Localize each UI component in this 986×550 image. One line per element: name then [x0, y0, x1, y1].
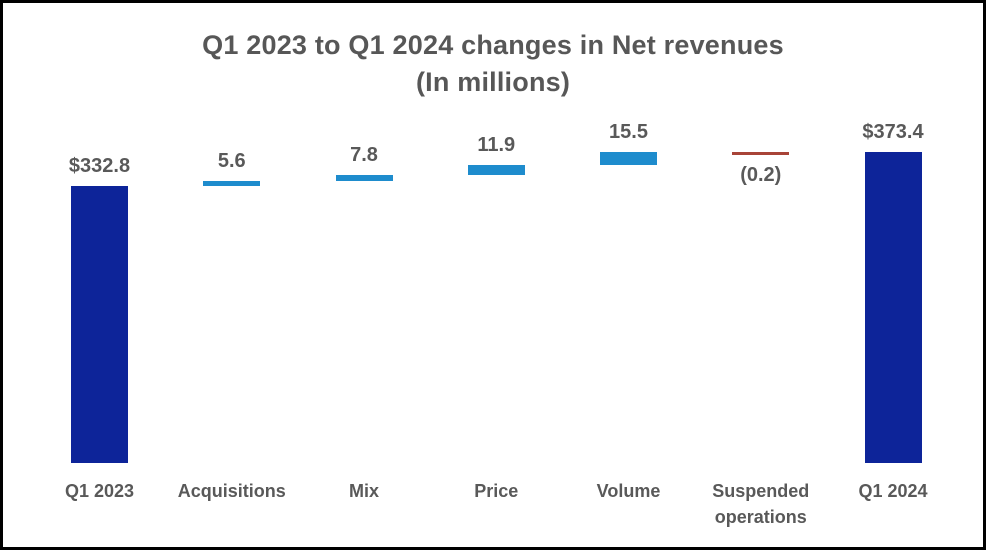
category-label: Mix — [348, 481, 379, 501]
bar-price — [467, 164, 525, 175]
bar-q1-2024 — [864, 152, 922, 463]
bar-value-label: (0.2) — [740, 164, 782, 187]
bar-volume — [600, 152, 657, 165]
bar-value-label: 7.8 — [350, 143, 378, 166]
category-label: Acquisitions — [177, 481, 286, 501]
chart-title-block: Q1 2023 to Q1 2024 changes in Net revenu… — [3, 27, 983, 101]
bar-value-label: 5.6 — [217, 150, 246, 173]
category-label: Q1 2024 — [858, 481, 928, 501]
category-label: Price — [474, 481, 519, 501]
bar-value-label: $373.4 — [862, 121, 924, 144]
chart-title: Q1 2023 to Q1 2024 changes in Net revenu… — [202, 30, 784, 60]
category-label: Volume — [596, 481, 661, 501]
bar-mix — [335, 174, 393, 182]
chart-subtitle: (In millions) — [415, 67, 571, 97]
category-label: Suspended operations — [712, 481, 810, 527]
category-label: Q1 2023 — [64, 481, 135, 501]
bar-suspended-operations — [732, 152, 790, 156]
bar-value-label: 15.5 — [609, 121, 648, 144]
bar-value-label: $332.8 — [68, 155, 131, 177]
bar-q1-2023 — [71, 186, 128, 463]
bar-value-label: 11.9 — [477, 133, 516, 156]
bar-acquisitions — [203, 181, 261, 186]
